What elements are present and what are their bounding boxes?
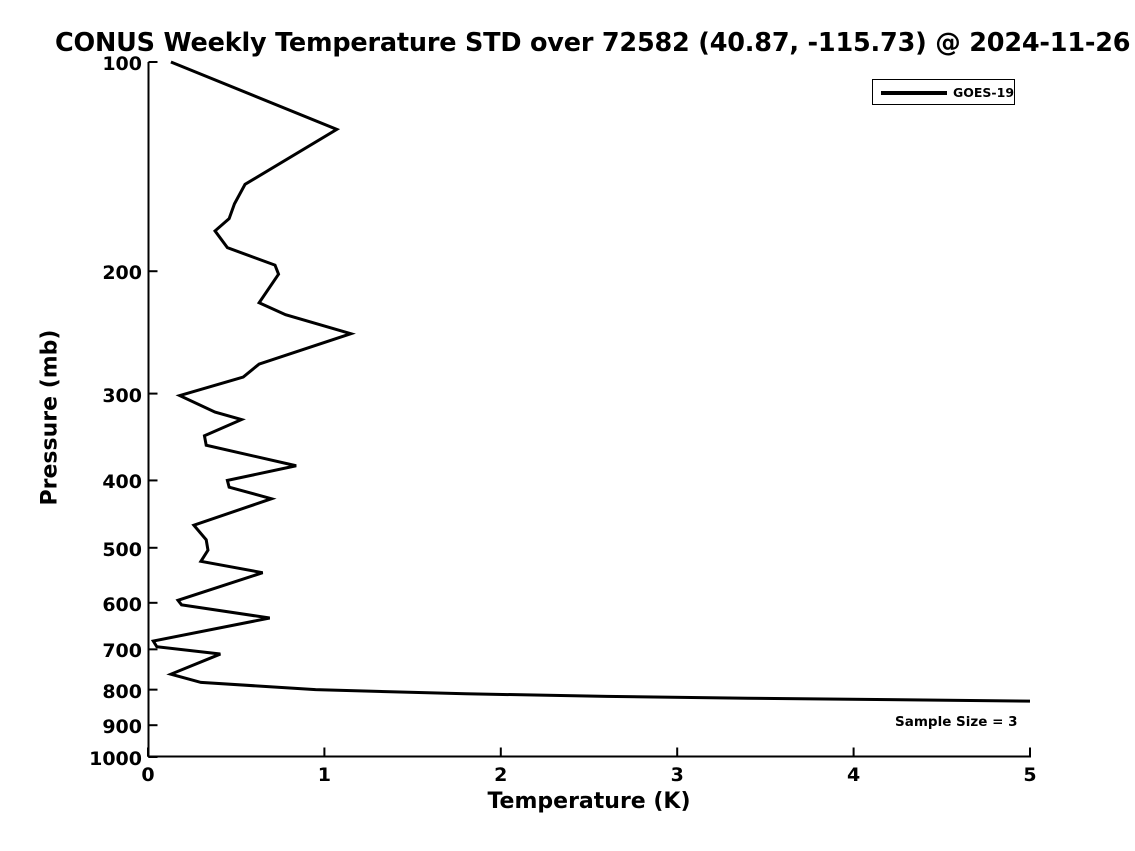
legend-label-goes-19: GOES-19 <box>953 85 1015 100</box>
y-axis-tick-label: 100 <box>102 53 142 75</box>
chart-title: CONUS Weekly Temperature STD over 72582 … <box>55 28 1131 58</box>
x-axis-tick-label: 4 <box>846 764 861 786</box>
legend-line-swatch <box>881 91 947 95</box>
data-series-goes-19 <box>150 60 1031 703</box>
sample-size-annotation: Sample Size = 3 <box>895 714 1018 730</box>
y-axis-tick-label: 600 <box>102 593 142 616</box>
y-axis-tick-label: 700 <box>102 640 142 663</box>
y-axis-ticks <box>148 61 158 758</box>
x-axis-tick-label: 0 <box>141 764 155 786</box>
x-axis-tick-label: 2 <box>494 764 508 786</box>
y-axis-tick-label: 1000 <box>89 748 142 770</box>
legend: GOES-19 <box>872 79 1015 105</box>
y-axis-tick-label: 900 <box>102 716 142 739</box>
y-axis-tick-label: 500 <box>102 538 142 561</box>
y-axis-tick-label: 400 <box>102 471 142 494</box>
x-axis-label: Temperature (K) <box>487 789 691 814</box>
y-axis-tick-label: 300 <box>102 384 142 407</box>
x-axis-ticks <box>147 747 1031 757</box>
axis-spines <box>147 62 1031 758</box>
x-axis-tick-label: 5 <box>1023 764 1037 786</box>
x-axis-tick-label: 1 <box>317 764 331 786</box>
x-axis-tick-label: 3 <box>670 764 684 786</box>
y-axis-tick-label: 800 <box>102 680 142 703</box>
y-axis-tick-label: 200 <box>102 262 142 285</box>
x-axis-tick-labels: 0 1 2 3 4 5 <box>0 764 1135 794</box>
y-axis-tick-labels: 100 200 300 400 500 600 700 800 900 1000 <box>58 0 142 851</box>
